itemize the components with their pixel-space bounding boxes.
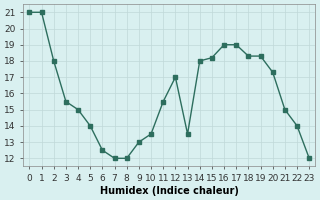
X-axis label: Humidex (Indice chaleur): Humidex (Indice chaleur) [100, 186, 239, 196]
